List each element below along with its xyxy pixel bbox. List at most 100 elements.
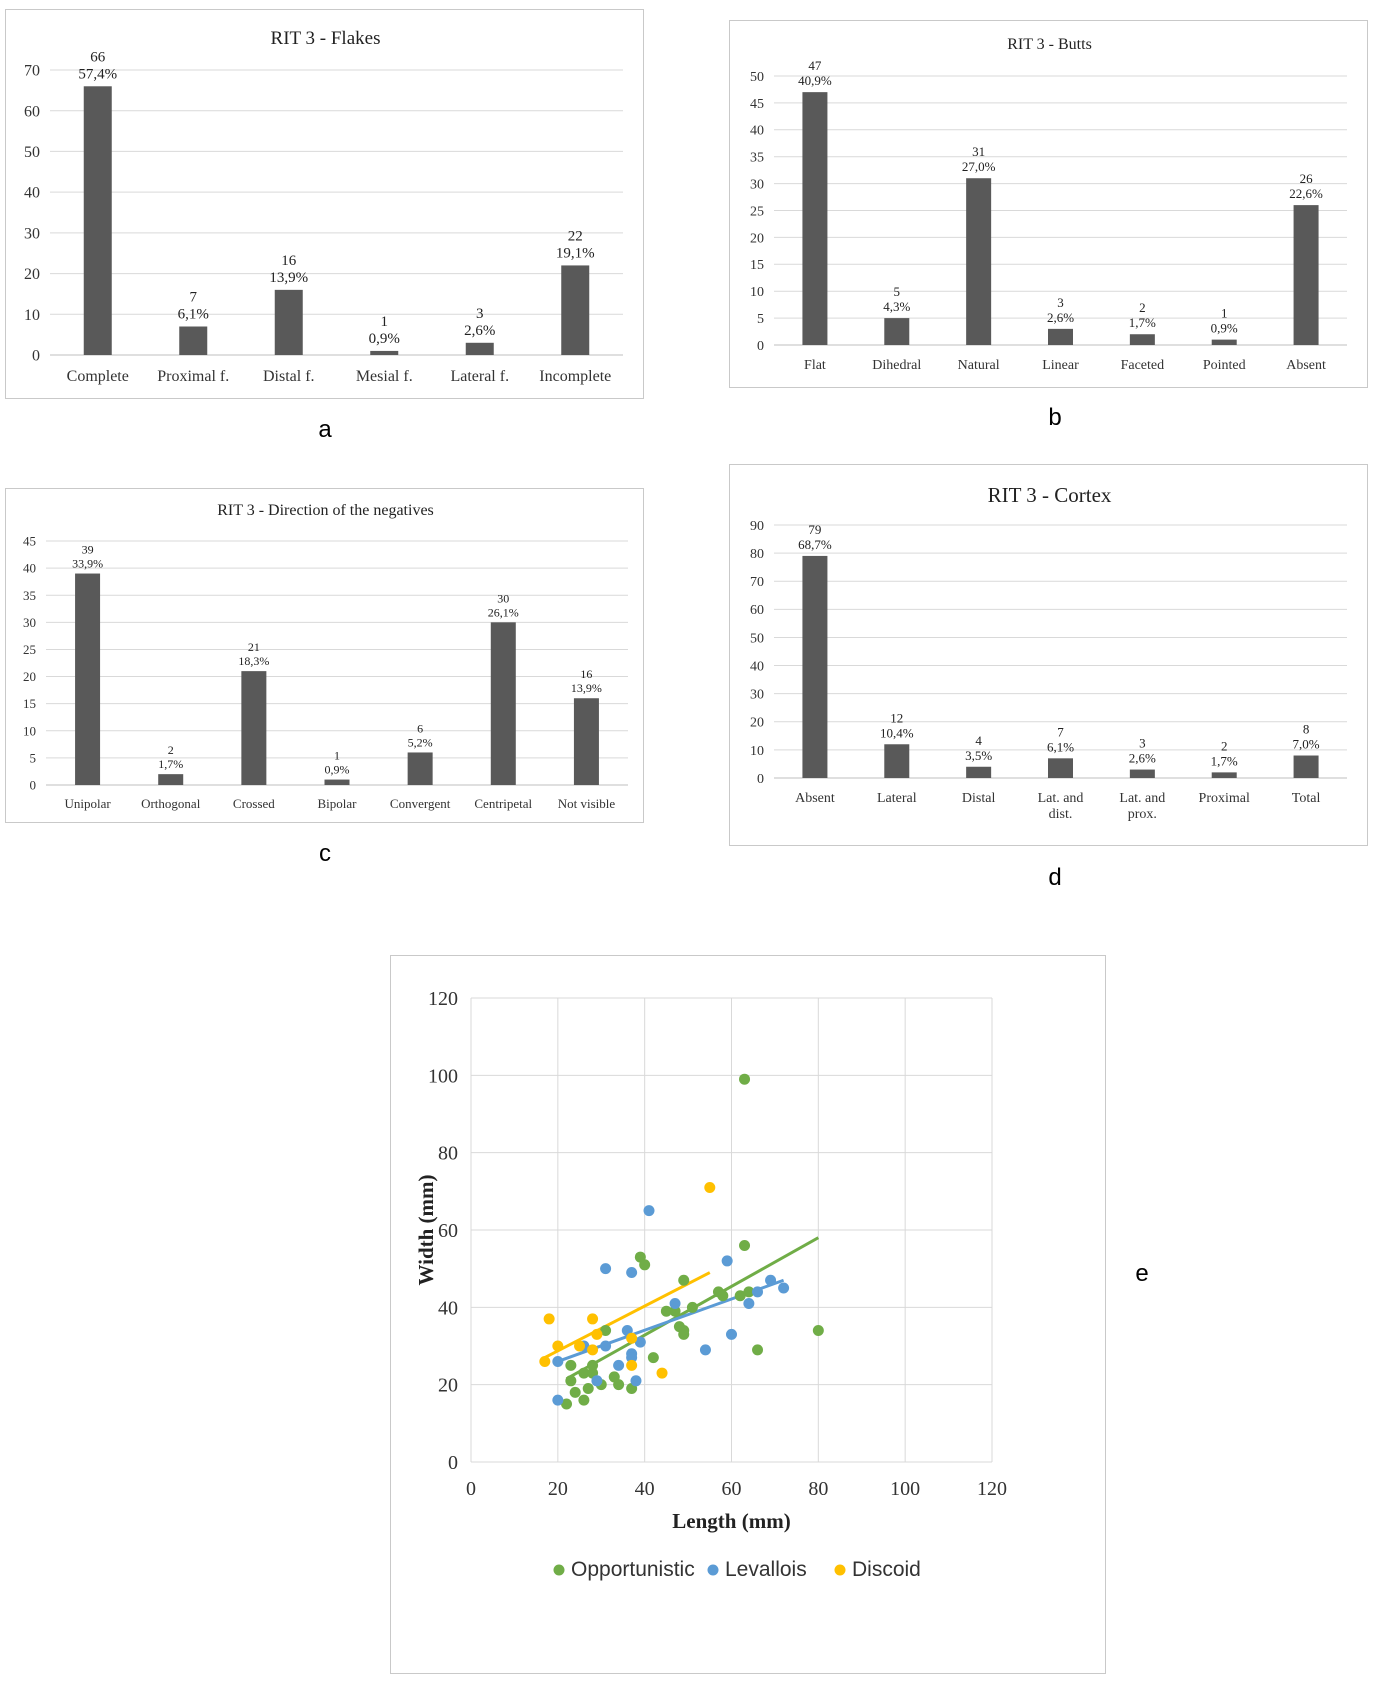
chart-d-data-label-pct: 6,1% <box>1047 739 1074 754</box>
chart-a-bar <box>179 326 208 355</box>
chart-e-point-levallois <box>552 1355 564 1367</box>
chart-e-point-levallois <box>643 1205 655 1217</box>
chart-b-category-label: Natural <box>958 358 1000 373</box>
chart-b-title: RIT 3 - Butts <box>1007 36 1092 53</box>
chart-e-legend-marker-discoid <box>834 1564 846 1576</box>
chart-c-category-label: Centripetal <box>474 796 532 811</box>
chart-b-data-label-pct: 4,3% <box>883 299 910 314</box>
chart-a-data-label-value: 1 <box>381 314 389 330</box>
chart-e-point-discoid <box>552 1340 564 1352</box>
chart-c-ytick-label: 40 <box>23 561 36 576</box>
chart-e-point-discoid <box>587 1344 599 1356</box>
chart-c-data-label-value: 2 <box>168 743 174 757</box>
chart-d-ytick-label: 30 <box>750 688 764 703</box>
chart-e-xtick-label: 100 <box>890 1478 920 1500</box>
chart-e-point-levallois <box>552 1394 564 1406</box>
chart-c-data-label-value: 6 <box>417 721 423 735</box>
chart-e-point-opportunistic <box>739 1073 751 1085</box>
chart-e-point-levallois <box>699 1344 711 1356</box>
chart-c-bar <box>75 573 101 785</box>
chart-b-data-label-value: 1 <box>1221 306 1228 321</box>
chart-a-category-label: Complete <box>67 368 129 385</box>
chart-d-data-label-pct: 10,4% <box>880 725 914 740</box>
chart-d-title: RIT 3 - Cortex <box>988 483 1112 507</box>
chart-b-data-label-value: 31 <box>972 144 985 159</box>
chart-a-data-label-pct: 19,1% <box>556 245 595 261</box>
chart-d-bar <box>1293 755 1319 778</box>
chart-e-point-discoid <box>543 1313 555 1325</box>
chart-e-ytick-label: 40 <box>438 1297 458 1319</box>
chart-d-category-label: Absent <box>795 791 835 806</box>
chart-e-point-levallois <box>626 1352 638 1364</box>
chart-d-data-label-pct: 2,6% <box>1129 751 1156 766</box>
chart-c-ytick-label: 20 <box>23 669 36 684</box>
chart-b-bar <box>966 178 992 345</box>
chart-e-xtick-label: 20 <box>548 1478 568 1500</box>
chart-b-category-label: Absent <box>1286 358 1326 373</box>
chart-e-ytick-label: 120 <box>428 988 458 1010</box>
chart-e-xtick-label: 80 <box>808 1478 828 1500</box>
chart-c-bar <box>158 774 184 785</box>
chart-e-point-opportunistic <box>561 1398 573 1410</box>
chart-d-ytick-label: 90 <box>750 519 764 534</box>
chart-a-data-label-pct: 13,9% <box>269 270 308 286</box>
chart-c-ytick-label: 35 <box>23 588 36 603</box>
chart-c-category-label: Convergent <box>390 796 451 811</box>
chart-e-point-opportunistic <box>743 1286 755 1298</box>
chart-b-bar <box>884 318 910 345</box>
chart-d-data-label-pct: 3,5% <box>965 748 992 763</box>
chart-b-ytick-label: 0 <box>757 339 764 354</box>
chart-e-point-opportunistic <box>686 1301 698 1313</box>
chart-b-ytick-label: 10 <box>750 285 764 300</box>
chart-a-title: RIT 3 - Flakes <box>271 28 381 49</box>
chart-d-data-label-value: 3 <box>1139 736 1146 751</box>
chart-b-ytick-label: 20 <box>750 231 764 246</box>
chart-c-bar <box>573 698 599 785</box>
chart-e-point-opportunistic <box>587 1359 599 1371</box>
chart-c-category-label: Bipolar <box>318 796 358 811</box>
panel-label-d: d <box>1048 864 1062 891</box>
chart-d-data-label-value: 4 <box>975 733 982 748</box>
chart-d-bar <box>966 766 992 778</box>
chart-a-data-label-value: 16 <box>281 253 297 269</box>
chart-b-category-label: Faceted <box>1121 358 1165 373</box>
chart-d-ytick-label: 80 <box>750 547 764 562</box>
chart-a-ytick-label: 30 <box>24 225 40 242</box>
chart-e-ytick-label: 20 <box>438 1375 458 1397</box>
chart-e-point-discoid <box>626 1359 638 1371</box>
chart-e-point-discoid <box>704 1181 716 1193</box>
chart-d-data-label-pct: 68,7% <box>798 537 832 552</box>
chart-e-point-discoid <box>626 1332 638 1344</box>
chart-a-bar <box>83 86 112 356</box>
chart-b-bar <box>1293 205 1319 345</box>
chart-e-point-opportunistic <box>647 1352 659 1364</box>
chart-d-ytick-label: 40 <box>750 659 764 674</box>
chart-c-bar <box>324 779 350 785</box>
chart-e-yaxis-title: Width (mm) <box>414 1174 438 1285</box>
chart-a-category-label: Mesial f. <box>356 368 413 385</box>
chart-b-ytick-label: 30 <box>750 178 764 193</box>
chart-b-bar <box>1129 334 1155 345</box>
chart-e-ytick-label: 80 <box>438 1143 458 1165</box>
chart-d-category-label: Proximal <box>1199 791 1250 806</box>
chart-e-point-levallois <box>778 1282 790 1294</box>
chart-c-ytick-label: 10 <box>23 723 36 738</box>
chart-c-category-label: Crossed <box>233 796 275 811</box>
chart-a-bar <box>561 265 590 355</box>
chart-d-category-label: dist. <box>1049 807 1073 822</box>
chart-e-point-opportunistic <box>717 1290 729 1302</box>
chart-e-point-opportunistic <box>569 1386 581 1398</box>
chart-d-data-label-value: 12 <box>890 710 903 725</box>
chart-d-category-label: Total <box>1292 791 1321 806</box>
chart-e-point-discoid <box>539 1355 551 1367</box>
chart-a-ytick-label: 0 <box>32 348 40 365</box>
chart-a-category-label: Lateral f. <box>450 368 509 385</box>
chart-a-data-label-value: 3 <box>476 306 484 322</box>
chart-e-xtick-label: 0 <box>466 1478 476 1500</box>
chart-e-point-opportunistic <box>678 1328 690 1340</box>
chart-d-ytick-label: 60 <box>750 603 764 618</box>
chart-b-data-label-value: 2 <box>1139 300 1146 315</box>
chart-a-data-label-pct: 0,9% <box>369 331 400 347</box>
chart-c-data-label-pct: 18,3% <box>238 654 269 668</box>
chart-e-xaxis-title: Length (mm) <box>672 1509 790 1533</box>
